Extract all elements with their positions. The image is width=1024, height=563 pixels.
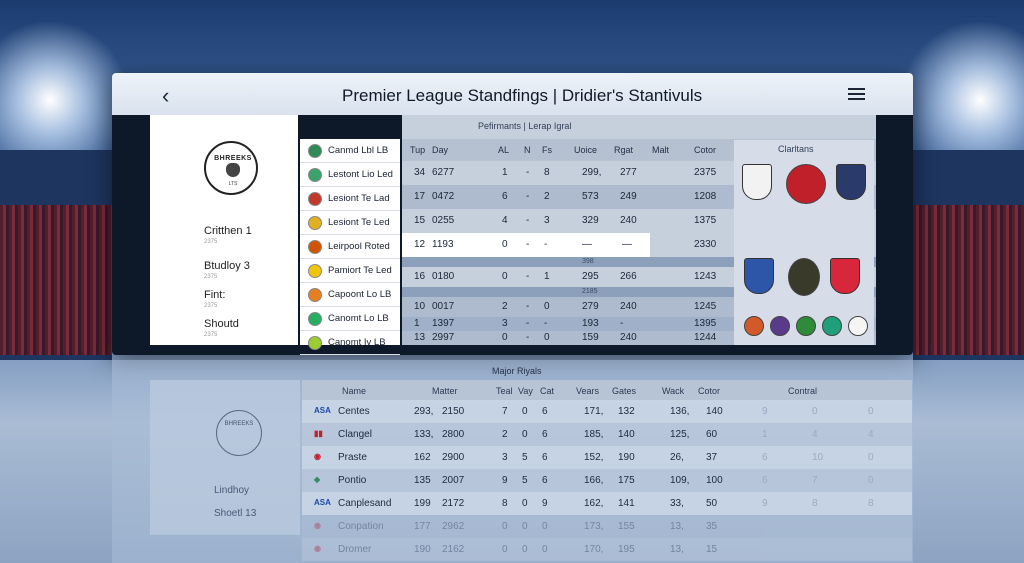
flag-icon: ASA bbox=[314, 406, 331, 415]
team-row[interactable]: Lesiont Te Lad bbox=[300, 187, 400, 211]
club-crest-icon: BHREEKS LTS bbox=[204, 141, 258, 195]
column-header[interactable]: Day bbox=[432, 145, 449, 155]
club-crest-icon[interactable] bbox=[786, 164, 826, 204]
summary-stat: Shoutd bbox=[204, 318, 239, 330]
team-badge-icon bbox=[308, 288, 322, 302]
team-row[interactable]: Pamiort Te Led bbox=[300, 259, 400, 283]
back-icon[interactable]: ‹ bbox=[162, 83, 170, 108]
team-row[interactable]: Canmd Lbl LB bbox=[300, 139, 400, 163]
table-title: Pefirmants | Lerap Igral bbox=[478, 121, 572, 131]
clubs-panel-title: Clarltans bbox=[778, 144, 814, 154]
club-crest-icon[interactable] bbox=[848, 316, 868, 336]
club-crest-icon[interactable] bbox=[836, 164, 866, 200]
rivals-summary: BHREEKS Lindhoy Shoetl 13 bbox=[150, 380, 300, 535]
club-crest-icon[interactable] bbox=[830, 258, 860, 294]
table-row[interactable]: 34 6277 1-8 299, 277 2375 bbox=[414, 167, 717, 178]
team-row[interactable]: Canomt Lo LB bbox=[300, 307, 400, 331]
team-row[interactable]: Capoont Lo LB bbox=[300, 283, 400, 307]
column-header[interactable]: Uoice bbox=[574, 145, 598, 155]
column-header[interactable]: Cotor bbox=[694, 145, 717, 155]
team-badge-icon bbox=[308, 240, 322, 254]
rivals-stat: Shoetl 13 bbox=[214, 508, 257, 519]
club-crest-icon[interactable] bbox=[788, 258, 820, 296]
column-header[interactable]: N bbox=[524, 145, 531, 155]
club-crest-icon[interactable] bbox=[744, 258, 774, 294]
major-rivals-title: Major Riyals bbox=[492, 366, 542, 376]
team-badge-icon bbox=[308, 336, 322, 350]
lion-icon bbox=[226, 163, 240, 177]
rivals-row[interactable]: ◉ Praste 162 2900 3 5 6 152, 190 26, 37 6 10 0 bbox=[302, 446, 912, 469]
team-badge-icon bbox=[308, 144, 322, 158]
flag-icon: ◈ bbox=[314, 475, 321, 484]
rivals-stat: Lindhoy bbox=[214, 485, 250, 496]
column-header[interactable]: AL bbox=[498, 145, 510, 155]
crowd-left bbox=[0, 205, 112, 355]
title-bar: ‹ Premier League Standfings | Dridier's … bbox=[112, 73, 913, 115]
team-list: Canmd Lbl LB Lestont Lio Led Lesiont Te … bbox=[300, 139, 400, 355]
table-row[interactable]: 16 0180 0-1 295 266 1243 bbox=[414, 271, 717, 282]
team-badge-icon bbox=[308, 168, 322, 182]
club-crest-icon[interactable] bbox=[822, 316, 842, 336]
club-crest-icon[interactable] bbox=[744, 316, 764, 336]
flag-icon: ◉ bbox=[314, 521, 321, 530]
table-separator: 2185 bbox=[402, 287, 876, 297]
summary-stat: Fint: bbox=[204, 289, 226, 301]
crowd-right bbox=[913, 205, 1024, 355]
column-header[interactable]: Rgat bbox=[614, 145, 634, 155]
page-title: Premier League Standfings | Dridier's St… bbox=[342, 86, 703, 105]
column-header[interactable]: Tup bbox=[410, 145, 426, 155]
team-badge-icon bbox=[308, 264, 322, 278]
club-crest-icon[interactable] bbox=[742, 164, 772, 200]
team-row[interactable]: Canomt Iv LB bbox=[300, 331, 400, 355]
clubs-panel: Clarltans bbox=[734, 140, 874, 345]
team-badge-icon bbox=[308, 216, 322, 230]
club-summary-panel: BHREEKS LTS Critthen 1 2375 Btudloy 3 23… bbox=[150, 115, 298, 345]
summary-stat-sub: 2375 bbox=[204, 239, 218, 245]
summary-stat: Critthen 1 bbox=[204, 225, 252, 237]
summary-stat-sub: 2375 bbox=[204, 303, 218, 309]
team-badge-icon bbox=[308, 192, 322, 206]
flag-icon: ◉ bbox=[314, 544, 321, 553]
table-row[interactable]: 15 0255 4-3 329 240 1375 bbox=[414, 215, 717, 226]
rivals-row[interactable]: ◉ Dromer 190 2162 0 0 0 170, 195 13, 15 bbox=[302, 538, 912, 561]
summary-stat-sub: 2375 bbox=[204, 274, 218, 280]
team-row[interactable]: Lesiont Te Led bbox=[300, 211, 400, 235]
team-row[interactable]: Leirpool Roted bbox=[300, 235, 400, 259]
flag-icon: ASA bbox=[314, 498, 331, 507]
summary-stat: Btudloy 3 bbox=[204, 260, 250, 272]
major-rivals-panel: Major Riyals BHREEKS Lindhoy Shoetl 13 N… bbox=[112, 360, 913, 563]
table-cell: 2330 bbox=[694, 239, 717, 250]
table-separator: 398 bbox=[402, 257, 876, 267]
standings-window: ‹ Premier League Standfings | Dridier's … bbox=[112, 73, 913, 355]
club-crest-icon: BHREEKS bbox=[216, 410, 262, 456]
club-crest-icon[interactable] bbox=[770, 316, 790, 336]
flag-icon: ◉ bbox=[314, 452, 321, 461]
column-header[interactable]: Malt bbox=[652, 145, 670, 155]
column-header[interactable]: Fs bbox=[542, 145, 552, 155]
club-crest-icon[interactable] bbox=[796, 316, 816, 336]
hamburger-menu-icon[interactable] bbox=[848, 88, 865, 100]
flag-icon: ▮▮ bbox=[314, 429, 323, 438]
rivals-row[interactable]: ◉ Conpation 177 2962 0 0 0 173, 155 13, 35 bbox=[302, 515, 912, 538]
table-row-selected[interactable]: 12 1193 0- - — — bbox=[402, 233, 650, 257]
rivals-table-header: Name Matter Teal Vay Cat Vears Gates Wac… bbox=[302, 380, 912, 402]
summary-stat-sub: 2375 bbox=[204, 332, 218, 338]
team-row[interactable]: Lestont Lio Led bbox=[300, 163, 400, 187]
team-badge-icon bbox=[308, 312, 322, 326]
